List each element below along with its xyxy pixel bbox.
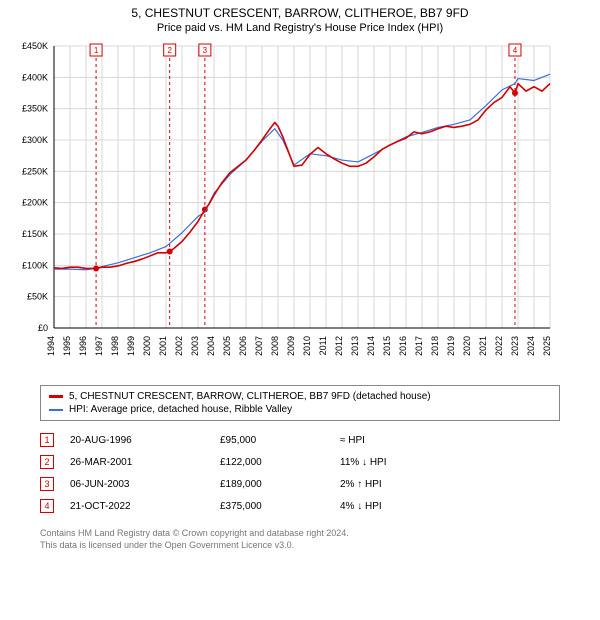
svg-text:£150K: £150K — [22, 229, 48, 239]
svg-text:1998: 1998 — [110, 336, 120, 356]
svg-text:£0: £0 — [38, 323, 48, 333]
titles-block: 5, CHESTNUT CRESCENT, BARROW, CLITHEROE,… — [0, 0, 600, 36]
footer-line-1: Contains HM Land Registry data © Crown c… — [40, 527, 560, 539]
svg-text:2008: 2008 — [270, 336, 280, 356]
svg-text:2022: 2022 — [494, 336, 504, 356]
svg-text:2015: 2015 — [382, 336, 392, 356]
svg-text:£450K: £450K — [22, 41, 48, 51]
event-row: 2 26-MAR-2001£122,00011% ↓ HPI — [40, 451, 560, 473]
event-date: 20-AUG-1996 — [70, 435, 220, 446]
legend-swatch — [49, 409, 63, 411]
svg-text:£100K: £100K — [22, 260, 48, 270]
event-delta: 2% ↑ HPI — [340, 479, 560, 490]
event-price: £122,000 — [220, 457, 340, 468]
price-chart: £0 £50K £100K £150K £200K £250K £300K £350K £400… — [0, 36, 560, 376]
event-date: 26-MAR-2001 — [70, 457, 220, 468]
legend-box: 5, CHESTNUT CRESCENT, BARROW, CLITHEROE,… — [40, 385, 560, 421]
page-title: 5, CHESTNUT CRESCENT, BARROW, CLITHEROE,… — [8, 6, 592, 20]
svg-text:2018: 2018 — [430, 336, 440, 356]
chart-holder: £0 £50K £100K £150K £200K £250K £300K £350K £400… — [0, 36, 600, 381]
svg-text:1996: 1996 — [78, 336, 88, 356]
svg-text:£300K: £300K — [22, 135, 48, 145]
svg-text:1997: 1997 — [94, 336, 104, 356]
svg-text:2013: 2013 — [350, 336, 360, 356]
event-row: 4 21-OCT-2022£375,0004% ↓ HPI — [40, 495, 560, 517]
svg-text:2016: 2016 — [398, 336, 408, 356]
svg-text:£200K: £200K — [22, 198, 48, 208]
svg-text:2010: 2010 — [302, 336, 312, 356]
legend-item: HPI: Average price, detached house, Ribb… — [49, 403, 551, 416]
event-marker: 2 — [40, 455, 54, 469]
svg-text:2002: 2002 — [174, 336, 184, 356]
event-price: £95,000 — [220, 435, 340, 446]
event-marker: 4 — [40, 499, 54, 513]
event-date: 06-JUN-2003 — [70, 479, 220, 490]
page-subtitle: Price paid vs. HM Land Registry's House … — [8, 22, 592, 34]
svg-text:2000: 2000 — [142, 336, 152, 356]
svg-text:3: 3 — [203, 46, 208, 55]
event-delta: ≈ HPI — [340, 435, 560, 446]
legend-label: HPI: Average price, detached house, Ribb… — [69, 404, 292, 415]
svg-text:£250K: £250K — [22, 166, 48, 176]
svg-text:1995: 1995 — [62, 336, 72, 356]
svg-text:2023: 2023 — [510, 336, 520, 356]
svg-text:2006: 2006 — [238, 336, 248, 356]
svg-text:2019: 2019 — [446, 336, 456, 356]
svg-text:2007: 2007 — [254, 336, 264, 356]
svg-text:4: 4 — [513, 46, 518, 55]
svg-text:2025: 2025 — [542, 336, 552, 356]
svg-text:£350K: £350K — [22, 104, 48, 114]
legend-swatch — [49, 395, 63, 398]
footer-line-2: This data is licensed under the Open Gov… — [40, 539, 560, 551]
page-container: 5, CHESTNUT CRESCENT, BARROW, CLITHEROE,… — [0, 0, 600, 551]
svg-text:2004: 2004 — [206, 336, 216, 356]
event-row: 3 06-JUN-2003£189,0002% ↑ HPI — [40, 473, 560, 495]
event-price: £375,000 — [220, 501, 340, 512]
events-table: 1 20-AUG-1996£95,000≈ HPI 2 26-MAR-2001£122… — [40, 429, 560, 517]
svg-text:2: 2 — [167, 46, 172, 55]
svg-text:2014: 2014 — [366, 336, 376, 356]
svg-text:2005: 2005 — [222, 336, 232, 356]
svg-text:1999: 1999 — [126, 336, 136, 356]
legend-item: 5, CHESTNUT CRESCENT, BARROW, CLITHEROE,… — [49, 390, 551, 403]
svg-text:2003: 2003 — [190, 336, 200, 356]
svg-text:2017: 2017 — [414, 336, 424, 356]
event-date: 21-OCT-2022 — [70, 501, 220, 512]
svg-text:1994: 1994 — [46, 336, 56, 356]
event-price: £189,000 — [220, 479, 340, 490]
footer-text: Contains HM Land Registry data © Crown c… — [40, 527, 560, 551]
svg-text:2024: 2024 — [526, 336, 536, 356]
svg-text:2001: 2001 — [158, 336, 168, 356]
svg-text:£50K: £50K — [27, 292, 48, 302]
event-marker: 3 — [40, 477, 54, 491]
svg-text:2009: 2009 — [286, 336, 296, 356]
svg-text:1: 1 — [94, 46, 99, 55]
event-row: 1 20-AUG-1996£95,000≈ HPI — [40, 429, 560, 451]
event-delta: 4% ↓ HPI — [340, 501, 560, 512]
event-delta: 11% ↓ HPI — [340, 457, 560, 468]
svg-text:2012: 2012 — [334, 336, 344, 356]
svg-text:2020: 2020 — [462, 336, 472, 356]
svg-text:2021: 2021 — [478, 336, 488, 356]
event-marker: 1 — [40, 433, 54, 447]
svg-text:£400K: £400K — [22, 72, 48, 82]
legend-label: 5, CHESTNUT CRESCENT, BARROW, CLITHEROE,… — [69, 391, 431, 402]
svg-text:2011: 2011 — [318, 336, 328, 355]
